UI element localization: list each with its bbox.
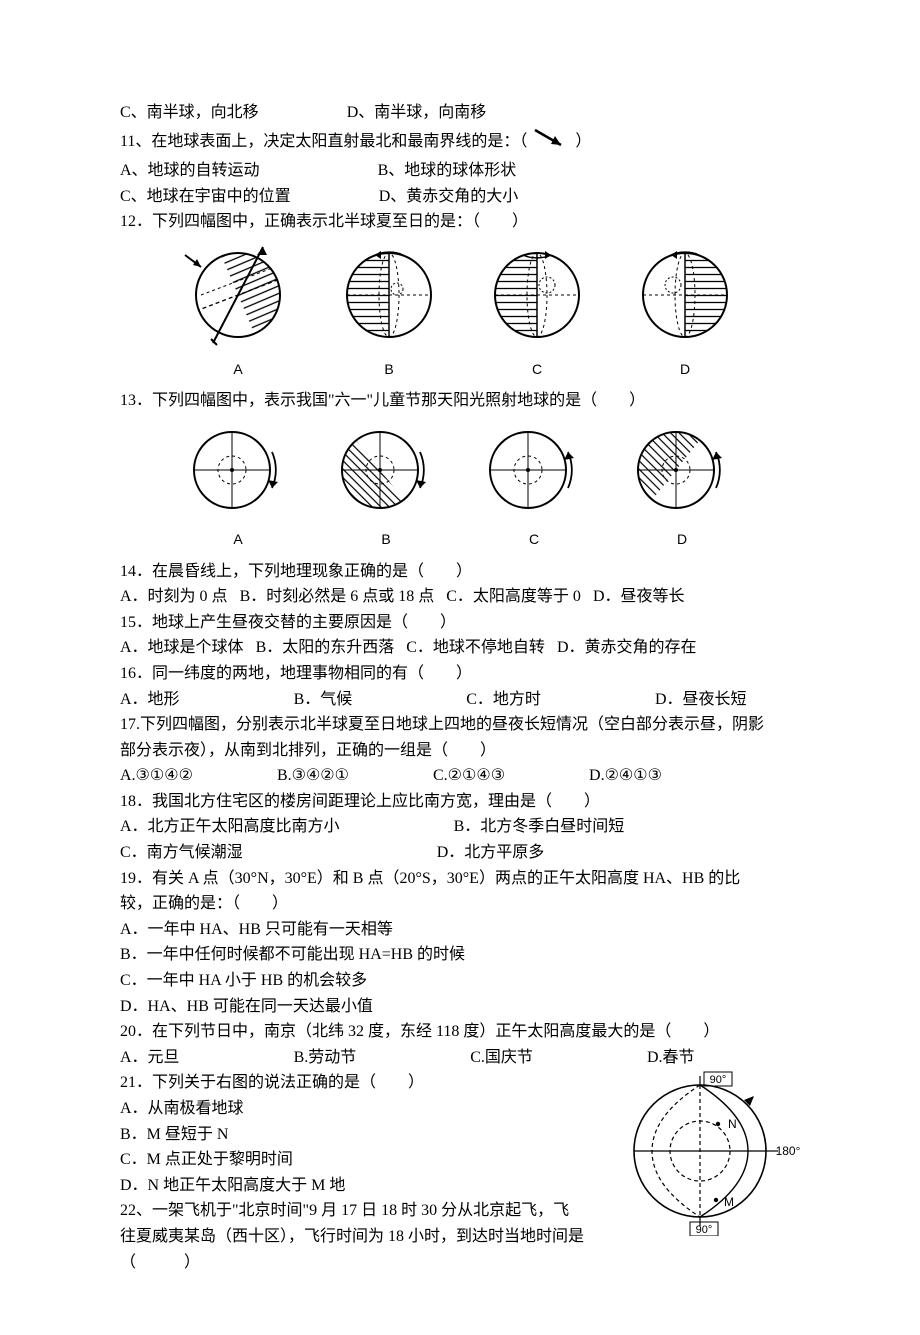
svg-text:90°: 90° bbox=[696, 1224, 713, 1236]
q18-stem: 18．我国北方住宅区的楼房间距理论上应比南方宽，理由是（ ） bbox=[120, 789, 800, 815]
svg-text:N: N bbox=[728, 1117, 737, 1131]
q19-stem-1: 19．有关 A 点（30°N，30°E）和 B 点（20°S，30°E）两点的正… bbox=[120, 866, 800, 892]
q12-label-a: A bbox=[183, 358, 293, 380]
q12-label-b: B bbox=[337, 358, 441, 380]
q11-opt-d: D、黄赤交角的大小 bbox=[379, 188, 519, 205]
q10-opt-c: C、南半球，向北移 bbox=[120, 104, 259, 121]
q19-opt-b: B．一年中任何时候都不可能出现 HA=HB 的时候 bbox=[120, 942, 800, 968]
q20-opt-b: B.劳动节 bbox=[294, 1045, 357, 1071]
q14-opt-a: A．时刻为 0 点 bbox=[120, 584, 228, 610]
q16-opt-c: C．地方时 bbox=[466, 687, 541, 713]
q12-figure: A bbox=[120, 243, 800, 380]
q15-opt-b: B．太阳的东升西落 bbox=[256, 635, 395, 661]
q11-opt-a: A、地球的自转运动 bbox=[120, 162, 260, 179]
q16-opt-a: A．地形 bbox=[120, 687, 180, 713]
q13-label-c: C bbox=[482, 528, 586, 550]
q10-opt-d: D、南半球，向南移 bbox=[347, 104, 487, 121]
q19-opt-a: A．一年中 HA、HB 只可能有一天相等 bbox=[120, 917, 800, 943]
q18-opt-b: B．北方冬季白昼时间短 bbox=[454, 818, 625, 835]
q17-opt-b: B.③④②① bbox=[277, 763, 349, 789]
q13-stem: 13．下列四幅图中，表示我国"六一"儿童节那天阳光照射地球的是（ ） bbox=[120, 388, 800, 414]
q11-stem-end: ） bbox=[575, 133, 591, 150]
q13-label-b: B bbox=[334, 528, 438, 550]
q20-stem: 20．在下列节日中，南京（北纬 32 度，东经 118 度）正午太阳高度最大的是… bbox=[120, 1019, 800, 1045]
q18-opt-d: D．北方平原多 bbox=[437, 844, 545, 861]
q17-opt-d: D.②④①③ bbox=[589, 763, 662, 789]
q19-stem-2: 较，正确的是：（ ） bbox=[120, 891, 800, 917]
arrow-icon bbox=[531, 126, 571, 159]
q12-label-d: D bbox=[633, 358, 737, 380]
q11-opt-c: C、地球在宇宙中的位置 bbox=[120, 188, 291, 205]
q20-opt-d: D.春节 bbox=[647, 1045, 695, 1071]
q11-stem: 11、在地球表面上，决定太阳直射最北和最南界线的是：（ bbox=[120, 133, 527, 150]
q17-stem-2: 部分表示夜），从南到北排列，正确的一组是（ ） bbox=[120, 738, 800, 764]
svg-text:M: M bbox=[724, 1195, 734, 1209]
q11-opt-b: B、地球的球体形状 bbox=[378, 162, 517, 179]
q13-label-d: D bbox=[630, 528, 734, 550]
q13-label-a: A bbox=[186, 528, 290, 550]
q22-stem-3: （ ） bbox=[120, 1250, 800, 1276]
q17-opt-a: A.③①④② bbox=[120, 763, 193, 789]
q15-opt-c: C．地球不停地自转 bbox=[406, 635, 545, 661]
svg-text:180°: 180° bbox=[776, 1144, 800, 1158]
q18-opt-a: A．北方正午太阳高度比南方小 bbox=[120, 818, 340, 835]
q20-opt-c: C.国庆节 bbox=[470, 1045, 533, 1071]
q20-opt-a: A．元旦 bbox=[120, 1045, 180, 1071]
q12-label-c: C bbox=[485, 358, 589, 380]
q12-stem: 12．下列四幅图中，正确表示北半球夏至日的是：（ ） bbox=[120, 209, 800, 235]
q19-opt-c: C．一年中 HA 小于 HB 的机会较多 bbox=[120, 968, 800, 994]
q14-opt-d: D．昼夜等长 bbox=[593, 584, 685, 610]
q21-figure: 90° 90° 180° N M bbox=[620, 1066, 800, 1245]
q18-opt-c: C．南方气候潮湿 bbox=[120, 844, 243, 861]
q17-stem-1: 17.下列四幅图，分别表示北半球夏至日地球上四地的昼夜长短情况（空白部分表示昼，… bbox=[120, 712, 800, 738]
q15-opt-d: D．黄赤交角的存在 bbox=[557, 635, 697, 661]
q16-stem: 16．同一纬度的两地，地理事物相同的有（ ） bbox=[120, 661, 800, 687]
q13-figure: A B bbox=[120, 422, 800, 551]
q14-opt-c: C．太阳高度等于 0 bbox=[446, 584, 581, 610]
q15-opt-a: A．地球是个球体 bbox=[120, 635, 244, 661]
q17-opt-c: C.②①④③ bbox=[433, 763, 505, 789]
q16-opt-b: B．气候 bbox=[294, 687, 353, 713]
q15-stem: 15．地球上产生昼夜交替的主要原因是（ ） bbox=[120, 610, 800, 636]
svg-text:90°: 90° bbox=[710, 1074, 727, 1086]
q14-stem: 14．在晨昏线上，下列地理现象正确的是（ ） bbox=[120, 559, 800, 585]
q19-opt-d: D．HA、HB 可能在同一天达最小值 bbox=[120, 994, 800, 1020]
q14-opt-b: B．时刻必然是 6 点或 18 点 bbox=[240, 584, 435, 610]
q16-opt-d: D．昼夜长短 bbox=[655, 687, 747, 713]
